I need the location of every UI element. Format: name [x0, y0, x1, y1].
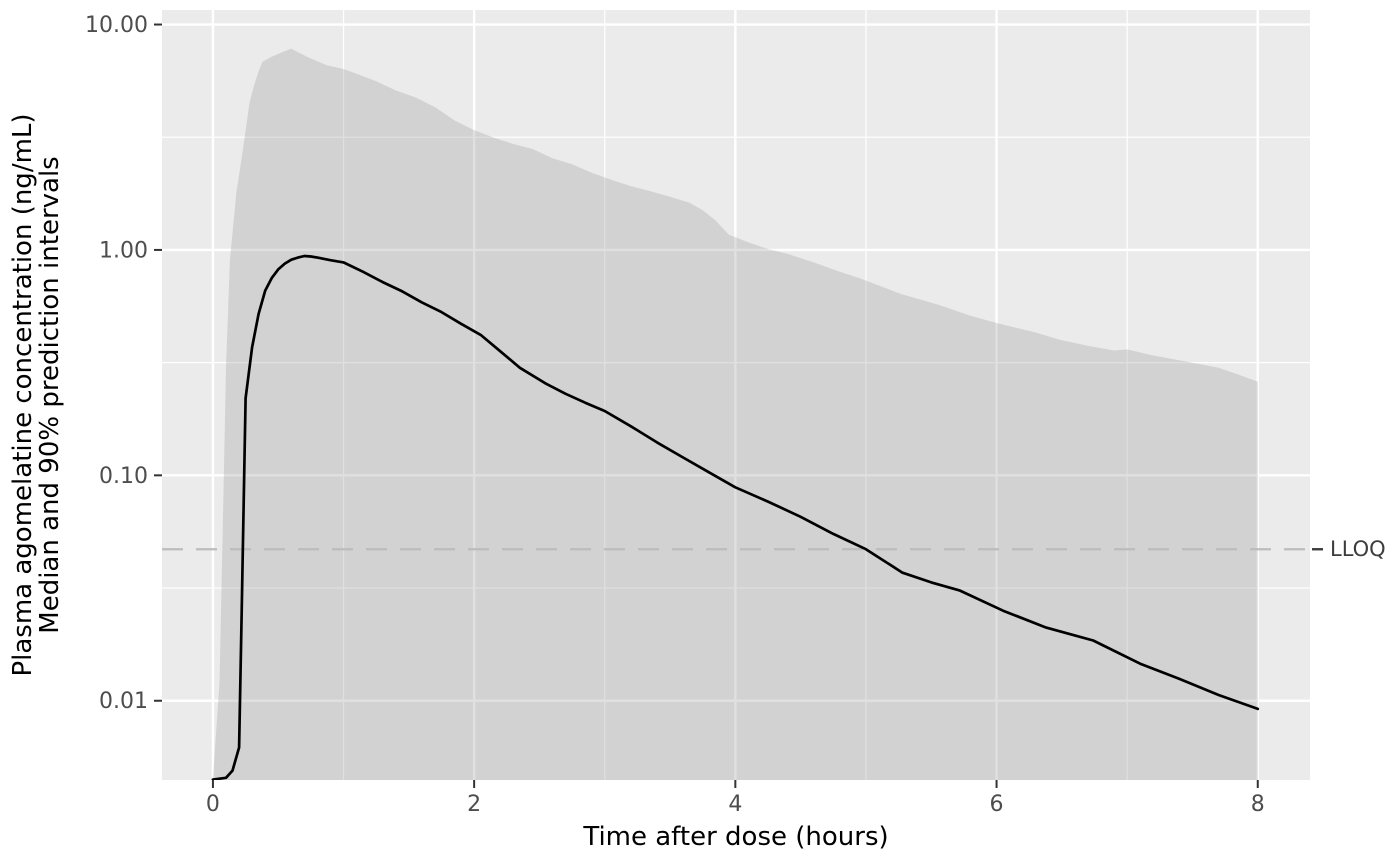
x-tick-label: 0 [206, 792, 220, 817]
y-tick-label: 0.10 [99, 464, 148, 489]
x-axis-title: Time after dose (hours) [582, 822, 888, 852]
median-path [211, 254, 1260, 780]
median-line [211, 254, 1260, 780]
x-tick-label: 8 [1251, 792, 1265, 817]
lloq-reference-line: LLOQ [162, 537, 1386, 561]
ribbon-area [212, 48, 1258, 780]
y-axis-title-line2: Median and 90% prediction intervals [35, 156, 65, 633]
x-axis-tick-labels: 0 2 4 6 8 [206, 792, 1265, 817]
x-tick-label: 6 [990, 792, 1004, 817]
x-tick-label: 4 [728, 792, 742, 817]
prediction-interval-ribbon [212, 48, 1258, 780]
x-axis-tick-marks [211, 780, 1259, 788]
y-axis-title-line1: Plasma agomelatine concentration (ng/mL) [8, 113, 38, 676]
y-tick-label: 1.00 [99, 238, 148, 263]
y-axis-tick-labels: 10.00 1.00 0.10 0.01 [85, 13, 148, 714]
grid-major-lines [162, 10, 1310, 780]
x-tick-label: 2 [467, 792, 481, 817]
y-tick-label: 10.00 [85, 13, 148, 38]
y-tick-label: 0.01 [99, 689, 148, 714]
lloq-label: LLOQ [1330, 537, 1386, 561]
y-axis-tick-marks [154, 23, 162, 702]
